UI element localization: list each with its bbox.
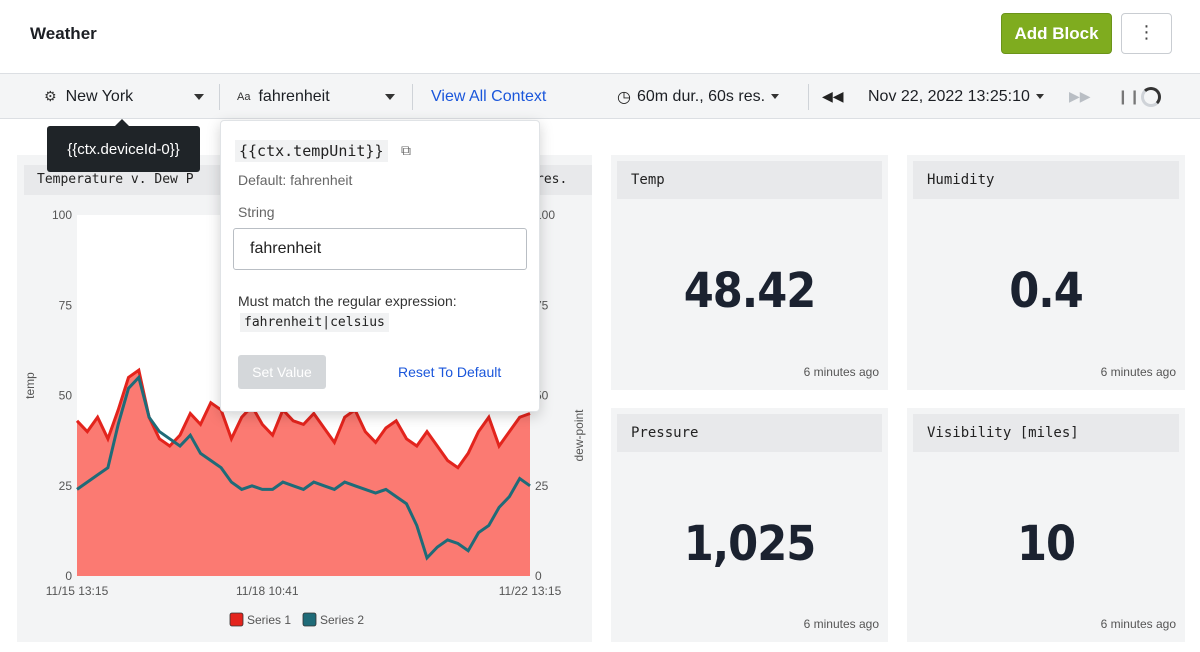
x-tick-label: 11/15 13:15 [46,584,109,598]
device-selector[interactable]: ⚙ New York [44,74,206,119]
fast-forward-button[interactable]: ▶▶ [1069,74,1091,119]
stat-value: 48.42 [683,263,817,319]
stat-timestamp: 6 minutes ago [1100,365,1176,379]
divider [412,84,413,110]
rewind-icon: ◀◀ [822,88,844,105]
stat-timestamp: 6 minutes ago [803,617,879,631]
x-tick-label: 11/22 13:15 [499,584,562,598]
variable-name: {{ctx.tempUnit}} [235,140,388,162]
chart-title-tail: res. [536,172,568,187]
stat-panel-humidity: Humidity 0.4 6 minutes ago [907,155,1185,390]
context-toolbar: ⚙ New York Aa fahrenheit View All Contex… [0,74,1200,119]
view-all-context-link[interactable]: View All Context [431,87,547,105]
variable-type: String [238,204,275,220]
stat-title: Visibility [miles] [913,414,1179,452]
more-options-button[interactable]: ⋮ [1121,13,1172,54]
variable-value-input[interactable] [233,228,527,270]
device-selector-value: New York [65,87,134,105]
legend-swatch [302,612,317,627]
fast-forward-icon: ▶▶ [1069,88,1091,105]
app-header: Weather Add Block ⋮ [0,0,1200,74]
chevron-down-icon [194,93,204,100]
set-value-button[interactable]: Set Value [238,355,326,389]
y-tick-label: 75 [59,298,73,312]
stat-timestamp: 6 minutes ago [1100,617,1176,631]
chevron-down-icon [1035,94,1044,99]
chip-icon: ⚙ [44,88,57,105]
y2-tick-label: 0 [535,569,542,583]
y-tick-label: 0 [65,569,72,583]
timestamp-selector[interactable]: Nov 22, 2022 13:25:10 [868,74,1044,119]
text-type-icon: Aa [237,90,251,103]
stat-panel-visibility: Visibility [miles] 10 6 minutes ago [907,408,1185,642]
copy-icon[interactable]: ⧉ [401,143,411,159]
y2-tick-label: 100 [535,208,555,222]
reset-to-default-link[interactable]: Reset To Default [398,364,502,380]
loading-spinner-icon [1141,86,1161,107]
pause-icon: ❙❙ [1117,88,1141,105]
dashboard-title: Weather [30,24,97,43]
divider [219,84,220,110]
stat-value: 10 [1016,516,1076,572]
duration-value: 60m dur., 60s res. [636,87,766,105]
y-axis-label: temp [23,372,37,399]
clock-icon: ◷ [617,87,631,106]
vertical-ellipsis-icon: ⋮ [1137,22,1156,43]
duration-selector[interactable]: ◷ 60m dur., 60s res. [617,74,780,119]
x-tick-label: 11/18 10:41 [236,584,299,598]
stat-timestamp: 6 minutes ago [803,365,879,379]
stat-title: Humidity [913,161,1179,199]
y-tick-label: 100 [52,208,72,222]
pause-button[interactable]: ❙❙ [1117,74,1140,119]
context-variable-popover: {{ctx.tempUnit}} ⧉ Default: fahrenheit S… [220,120,540,412]
y-tick-label: 25 [59,479,73,493]
validation-regex: fahrenheit|celsius [240,313,389,332]
y2-axis-label: dew-point [572,409,586,462]
chevron-down-icon [385,93,395,100]
stat-value: 1,025 [683,516,817,572]
validation-rule-text: Must match the regular expression: [238,293,457,309]
timestamp-value: Nov 22, 2022 13:25:10 [868,87,1030,105]
temp-unit-selector[interactable]: Aa fahrenheit [237,74,397,119]
stat-title: Pressure [617,414,882,452]
rewind-button[interactable]: ◀◀ [822,74,844,119]
y2-tick-label: 25 [535,479,549,493]
stat-value: 0.4 [1009,263,1084,319]
series-2-line [76,374,531,561]
chevron-down-icon [771,94,780,99]
chart-title-text: Temperature v. Dew P [37,172,194,187]
divider [808,84,809,110]
device-id-tooltip: {{ctx.deviceId-0}} [47,119,200,172]
refresh-indicator [1141,74,1161,119]
stat-panel-pressure: Pressure 1,025 6 minutes ago [611,408,888,642]
temp-unit-value: fahrenheit [258,87,330,105]
add-block-button[interactable]: Add Block [1001,13,1112,54]
legend-label: Series 2 [320,613,364,627]
legend-label: Series 1 [247,613,291,627]
default-value-text: Default: fahrenheit [238,172,353,188]
legend-swatch [229,612,244,627]
stat-title: Temp [617,161,882,199]
y-tick-label: 50 [59,389,73,403]
stat-panel-temp: Temp 48.42 6 minutes ago [611,155,888,390]
